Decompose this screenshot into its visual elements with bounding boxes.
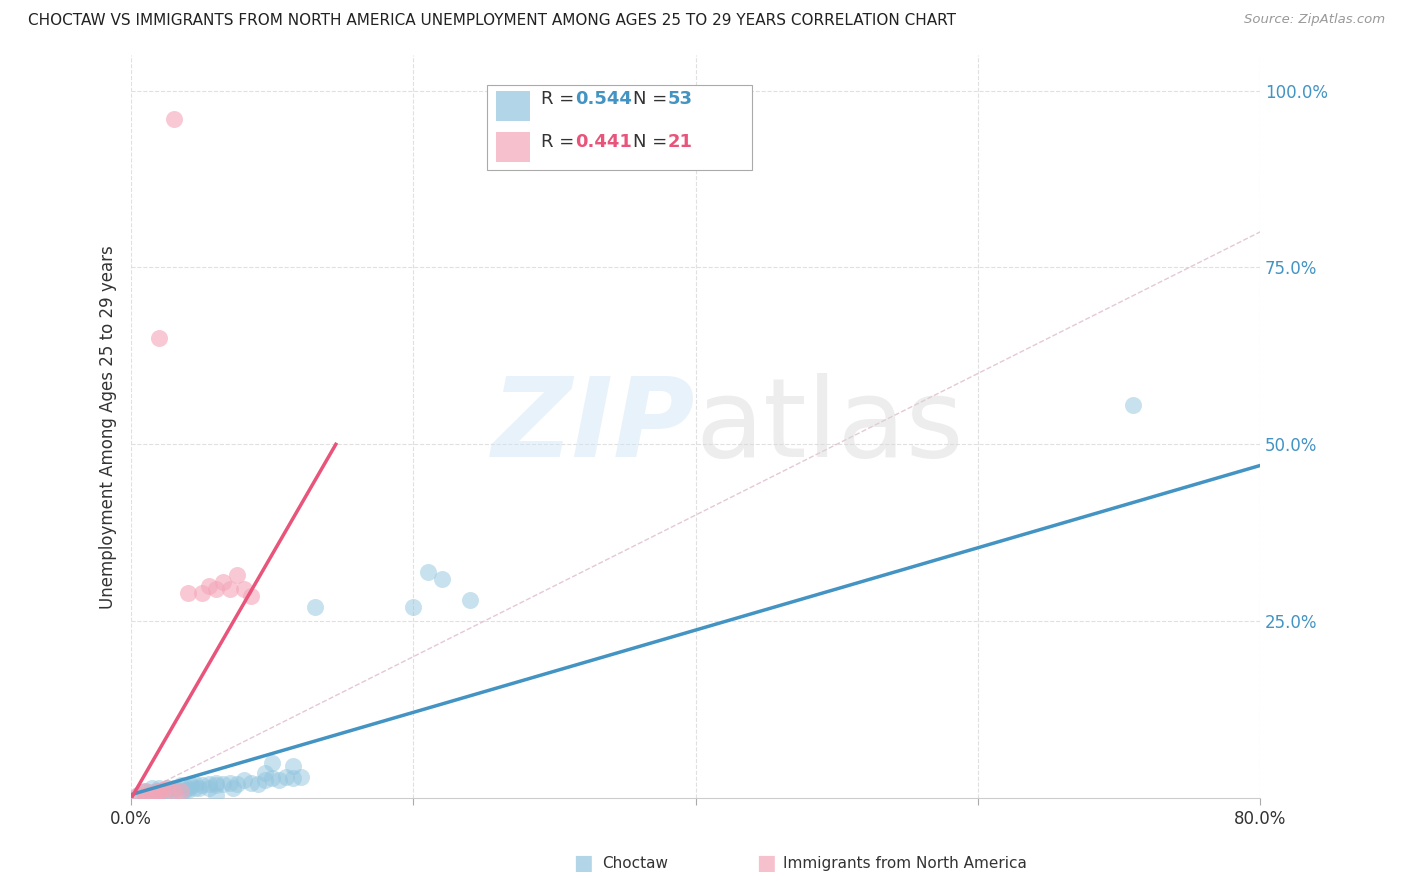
- Point: [212, 777, 235, 791]
- Point: [233, 582, 256, 597]
- Point: [127, 788, 149, 802]
- Point: [165, 780, 187, 795]
- Point: [176, 586, 198, 600]
- Text: N =: N =: [634, 90, 673, 109]
- Point: [205, 788, 228, 802]
- Point: [254, 773, 277, 788]
- Point: [188, 780, 211, 795]
- Point: [145, 784, 167, 798]
- Text: CHOCTAW VS IMMIGRANTS FROM NORTH AMERICA UNEMPLOYMENT AMONG AGES 25 TO 29 YEARS : CHOCTAW VS IMMIGRANTS FROM NORTH AMERICA…: [28, 13, 956, 29]
- Point: [290, 770, 312, 784]
- Point: [145, 784, 167, 798]
- Point: [247, 777, 270, 791]
- Point: [150, 782, 173, 797]
- Point: [205, 775, 228, 789]
- Point: [222, 780, 245, 795]
- Point: [155, 782, 177, 797]
- Point: [416, 565, 439, 579]
- Point: [155, 780, 177, 795]
- Point: [134, 788, 156, 802]
- Text: R =: R =: [541, 90, 579, 109]
- Text: 21: 21: [668, 133, 692, 152]
- Point: [184, 780, 207, 795]
- Point: [159, 782, 181, 797]
- Text: 53: 53: [668, 90, 692, 109]
- Point: [430, 572, 453, 586]
- Point: [262, 756, 284, 770]
- Point: [233, 773, 256, 788]
- Point: [162, 112, 184, 126]
- Point: [283, 759, 305, 773]
- Point: [131, 785, 153, 799]
- Point: [141, 785, 163, 799]
- Point: [155, 780, 177, 795]
- Point: [198, 777, 221, 791]
- Point: [283, 772, 305, 786]
- Text: 0.441: 0.441: [575, 133, 631, 152]
- Point: [226, 568, 249, 582]
- Text: ZIP: ZIP: [492, 373, 696, 480]
- Point: [219, 582, 242, 597]
- Text: R =: R =: [541, 133, 579, 152]
- FancyBboxPatch shape: [496, 132, 530, 161]
- Point: [212, 575, 235, 590]
- Point: [205, 778, 228, 792]
- Point: [458, 593, 481, 607]
- Text: atlas: atlas: [696, 373, 965, 480]
- Point: [269, 773, 291, 788]
- Point: [150, 784, 173, 798]
- Point: [173, 782, 195, 797]
- Text: 0.544: 0.544: [575, 90, 631, 109]
- Point: [179, 778, 201, 792]
- Point: [176, 780, 198, 795]
- Point: [148, 780, 170, 795]
- Point: [254, 766, 277, 780]
- Point: [169, 785, 191, 799]
- Point: [136, 788, 159, 802]
- Point: [205, 582, 228, 597]
- Point: [169, 778, 191, 792]
- Point: [304, 600, 326, 615]
- Point: [169, 784, 191, 798]
- Text: Immigrants from North America: Immigrants from North America: [783, 856, 1026, 871]
- Point: [127, 788, 149, 802]
- Point: [402, 600, 425, 615]
- Point: [148, 785, 170, 799]
- Point: [162, 785, 184, 799]
- Point: [198, 780, 221, 795]
- Point: [191, 778, 214, 792]
- Text: Choctaw: Choctaw: [602, 856, 668, 871]
- Point: [162, 782, 184, 797]
- Text: ■: ■: [574, 854, 593, 873]
- Text: N =: N =: [634, 133, 673, 152]
- Point: [162, 780, 184, 795]
- Point: [262, 772, 284, 786]
- Point: [148, 785, 170, 799]
- Point: [184, 777, 207, 791]
- Y-axis label: Unemployment Among Ages 25 to 29 years: Unemployment Among Ages 25 to 29 years: [100, 244, 117, 608]
- Point: [276, 770, 298, 784]
- Point: [141, 788, 163, 802]
- Text: ■: ■: [756, 854, 776, 873]
- Point: [176, 782, 198, 797]
- Point: [134, 784, 156, 798]
- Point: [141, 780, 163, 795]
- Point: [240, 775, 263, 789]
- FancyBboxPatch shape: [486, 85, 752, 170]
- Point: [134, 784, 156, 798]
- Point: [219, 775, 242, 789]
- Point: [198, 579, 221, 593]
- Text: Source: ZipAtlas.com: Source: ZipAtlas.com: [1244, 13, 1385, 27]
- Point: [226, 777, 249, 791]
- Point: [240, 590, 263, 604]
- Point: [191, 586, 214, 600]
- Point: [148, 331, 170, 345]
- FancyBboxPatch shape: [496, 91, 530, 120]
- Point: [1122, 398, 1144, 412]
